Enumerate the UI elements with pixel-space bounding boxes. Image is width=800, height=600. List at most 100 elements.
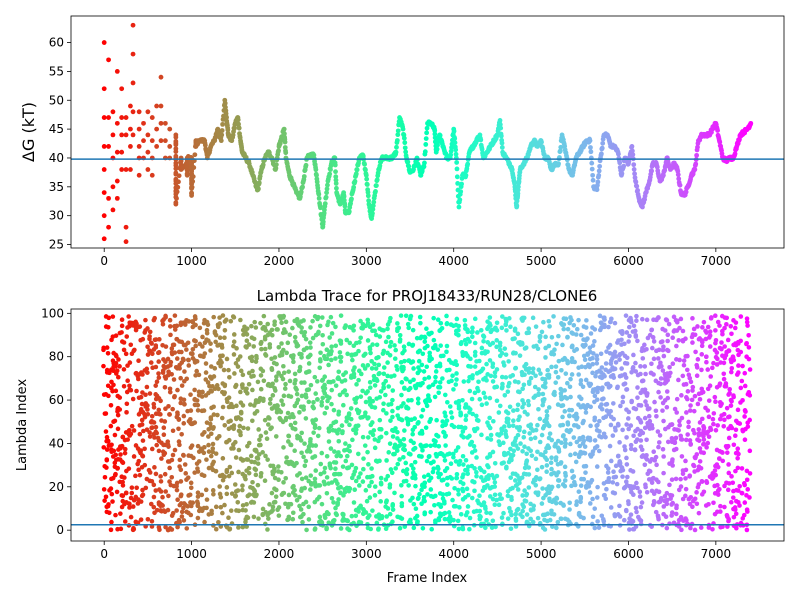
- lambda-point: [426, 375, 432, 380]
- lambda-point: [135, 520, 141, 525]
- lambda-point: [238, 368, 244, 374]
- lambda-point: [444, 349, 449, 355]
- lambda-point: [661, 353, 667, 359]
- lambda-point: [531, 507, 536, 512]
- lambda-point: [661, 418, 666, 424]
- lambda-point: [356, 377, 361, 383]
- delta-g-point: [354, 167, 360, 173]
- delta-g-point: [499, 145, 505, 150]
- delta-g-point: [431, 124, 437, 130]
- lambda-point: [550, 524, 555, 529]
- lambda-point: [373, 332, 379, 338]
- lambda-point: [169, 474, 175, 480]
- lambda-point: [565, 420, 571, 425]
- lambda-point: [463, 417, 469, 423]
- delta-g-point: [313, 167, 319, 173]
- lambda-point: [132, 347, 137, 353]
- lambda-point: [454, 362, 460, 368]
- lambda-point: [165, 356, 171, 362]
- delta-g-point: [463, 174, 468, 180]
- lambda-point: [456, 399, 462, 405]
- lambda-point: [209, 389, 214, 394]
- lambda-point: [488, 323, 493, 328]
- lambda-point: [503, 375, 509, 380]
- lambda-point: [588, 404, 593, 410]
- delta-g-point: [362, 161, 367, 167]
- lambda-point: [307, 340, 313, 345]
- lambda-point: [322, 374, 328, 380]
- lambda-point: [590, 496, 595, 502]
- lambda-point: [124, 410, 129, 415]
- lambda-point: [457, 505, 462, 510]
- lambda-point: [113, 333, 119, 338]
- lambda-point: [507, 505, 512, 511]
- lambda-point: [222, 502, 227, 508]
- delta-g-point: [130, 22, 136, 28]
- lambda-point: [211, 314, 217, 320]
- lambda-point: [329, 401, 334, 407]
- lambda-point: [644, 317, 650, 323]
- lambda-point: [355, 423, 361, 428]
- lambda-point: [253, 325, 259, 330]
- lambda-point: [367, 385, 373, 390]
- lambda-point: [464, 486, 470, 492]
- lambda-point: [635, 338, 640, 344]
- lambda-point: [613, 474, 619, 480]
- lambda-point: [395, 367, 400, 372]
- lambda-point: [592, 415, 598, 421]
- lambda-point: [370, 398, 376, 404]
- lambda-point: [216, 519, 221, 525]
- lambda-point: [204, 505, 209, 511]
- lambda-point: [124, 401, 130, 407]
- lambda-point: [175, 497, 180, 503]
- lambda-point: [139, 417, 145, 423]
- lambda-point: [554, 341, 559, 347]
- lambda-point: [238, 317, 243, 323]
- lambda-point: [211, 374, 217, 379]
- delta-g-point: [321, 210, 327, 216]
- lambda-point: [347, 527, 352, 533]
- lambda-point: [123, 490, 129, 496]
- lambda-point: [488, 510, 493, 516]
- lambda-point: [238, 411, 244, 416]
- lambda-point: [612, 349, 618, 355]
- lambda-point: [383, 477, 389, 482]
- lambda-point: [104, 447, 110, 452]
- lambda-point: [226, 437, 232, 443]
- lambda-point: [526, 326, 532, 331]
- lambda-point: [255, 482, 261, 488]
- lambda-point: [151, 494, 157, 500]
- delta-g-point: [101, 213, 107, 219]
- lambda-point: [438, 471, 443, 477]
- lambda-point: [499, 427, 505, 433]
- lambda-point: [126, 501, 132, 506]
- lambda-point: [381, 371, 387, 377]
- lambda-point: [165, 507, 171, 513]
- lambda-point: [431, 459, 436, 465]
- lambda-point: [526, 370, 532, 375]
- lambda-point: [251, 344, 257, 349]
- lambda-point: [142, 462, 148, 468]
- lambda-point: [599, 406, 605, 412]
- delta-g-point: [333, 174, 339, 180]
- lambda-point: [333, 356, 338, 361]
- lambda-point: [404, 467, 410, 472]
- lambda-point: [403, 478, 409, 484]
- lambda-point: [433, 374, 438, 380]
- lambda-point: [478, 327, 484, 333]
- lambda-point: [588, 423, 593, 429]
- lambda-point: [460, 397, 465, 403]
- lambda-point: [181, 413, 187, 419]
- lambda-point: [283, 319, 289, 325]
- lambda-point: [191, 455, 196, 461]
- lambda-point: [649, 480, 655, 485]
- lambda-point: [520, 404, 525, 410]
- lambda-point: [497, 492, 503, 497]
- lambda-point: [520, 449, 525, 454]
- delta-g-point: [128, 167, 133, 172]
- lambda-point: [233, 361, 239, 366]
- lambda-point: [333, 419, 339, 425]
- lambda-point: [337, 471, 343, 477]
- delta-g-point: [715, 128, 720, 133]
- lambda-point: [318, 461, 324, 467]
